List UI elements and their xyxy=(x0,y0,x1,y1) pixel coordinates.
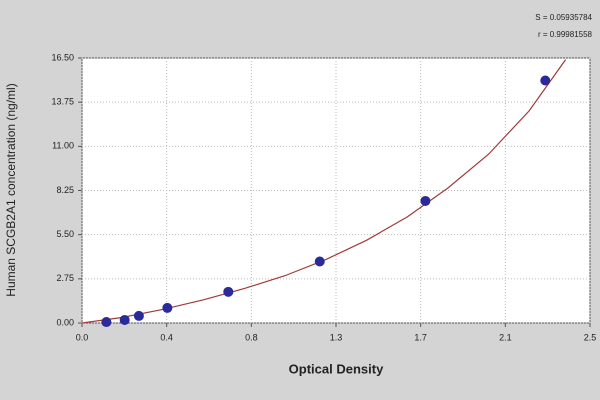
data-point xyxy=(119,314,130,325)
x-tick-label: 2.1 xyxy=(499,332,512,342)
x-tick-label: 0.4 xyxy=(160,332,173,342)
y-tick-label: 2.75 xyxy=(56,273,74,283)
data-point xyxy=(223,286,234,297)
y-tick-label: 13.75 xyxy=(51,97,74,107)
data-point xyxy=(133,310,144,321)
y-tick-label: 11.00 xyxy=(52,141,74,151)
y-tick-label: 16.50 xyxy=(51,52,74,62)
data-point xyxy=(101,317,112,328)
data-point xyxy=(540,75,551,86)
annotation: r = 0.99981558 xyxy=(538,30,593,39)
x-tick-label: 0.0 xyxy=(76,332,89,342)
data-point xyxy=(314,256,325,267)
data-point xyxy=(420,195,431,206)
x-axis-title: Optical Density xyxy=(289,361,384,376)
x-tick-label: 1.7 xyxy=(414,332,427,342)
annotation: S = 0.05935784 xyxy=(535,13,592,22)
data-point xyxy=(162,302,173,313)
x-tick-label: 0.8 xyxy=(245,332,258,342)
x-tick-label: 2.5 xyxy=(584,332,597,342)
y-tick-label: 8.25 xyxy=(56,185,74,195)
y-tick-label: 0.00 xyxy=(56,317,74,327)
y-axis-title: Human SCGB2A1 concentration (ng/ml) xyxy=(4,83,18,296)
x-tick-label: 1.3 xyxy=(330,332,343,342)
y-tick-label: 5.50 xyxy=(56,229,74,239)
